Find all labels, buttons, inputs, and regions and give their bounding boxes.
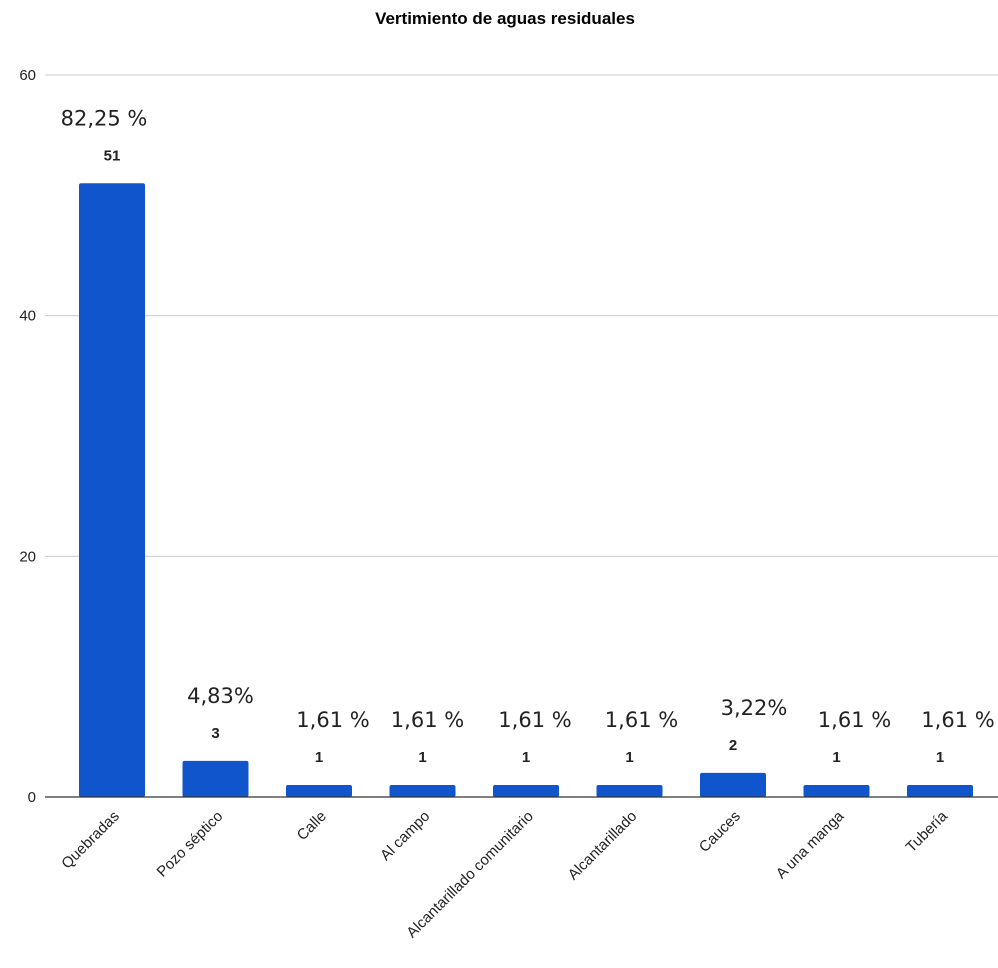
- value-label: 2: [729, 737, 737, 754]
- x-tick-label: Quebradas: [58, 808, 123, 873]
- percent-label: 1,61 %: [818, 708, 891, 732]
- bar: [700, 772, 766, 797]
- value-label: 3: [211, 725, 219, 742]
- x-tick-label: Cauces: [696, 808, 744, 856]
- bar: [493, 784, 559, 797]
- x-tick-label: Al campo: [377, 808, 433, 864]
- bar: [596, 784, 663, 797]
- bar: [286, 784, 352, 797]
- percent-label: 1,61 %: [605, 708, 678, 732]
- x-tick-label: Pozo séptico: [154, 808, 227, 881]
- value-label: 1: [418, 749, 426, 766]
- y-tick-label: 20: [19, 548, 36, 565]
- chart-title: Vertimiento de aguas residuales: [375, 9, 635, 28]
- bar: [907, 784, 973, 797]
- percent-label: 1,61 %: [296, 708, 369, 732]
- percent-label: 1,61 %: [391, 708, 464, 732]
- x-tick-label: A una manga: [773, 807, 848, 882]
- bar: [803, 784, 870, 797]
- bars: [79, 183, 973, 798]
- value-label: 1: [315, 749, 323, 766]
- x-tick-label: Calle: [294, 808, 330, 844]
- x-tick-label: Tubería: [903, 807, 952, 856]
- value-label: 51: [104, 147, 121, 164]
- percent-label: 1,61 %: [921, 708, 994, 732]
- x-axis-ticks: Quebradas Pozo séptico Calle Al campo Alcant…: [58, 807, 951, 941]
- bar: [79, 183, 145, 798]
- percent-label: 3,22%: [721, 696, 788, 720]
- gridlines: [45, 74, 998, 557]
- y-axis-ticks: 0 20 40 60: [19, 67, 36, 806]
- bar: [389, 784, 456, 797]
- percent-label: 82,25 %: [61, 106, 148, 130]
- bar: [182, 760, 249, 797]
- value-label: 1: [625, 749, 633, 766]
- value-label: 1: [522, 749, 530, 766]
- y-tick-label: 0: [28, 789, 36, 806]
- value-label: 1: [936, 749, 944, 766]
- y-tick-label: 40: [19, 308, 36, 325]
- data-labels: 51 82,25 % 3 4,83% 1 1,61 % 1 1,61 % 1 1,61 % 1 1,6…: [61, 106, 995, 766]
- percent-label: 1,61 %: [498, 708, 571, 732]
- value-label: 1: [832, 749, 840, 766]
- x-tick-label: Alcantarillado: [565, 808, 641, 884]
- y-tick-label: 60: [19, 67, 36, 84]
- percent-label: 4,83%: [187, 684, 254, 708]
